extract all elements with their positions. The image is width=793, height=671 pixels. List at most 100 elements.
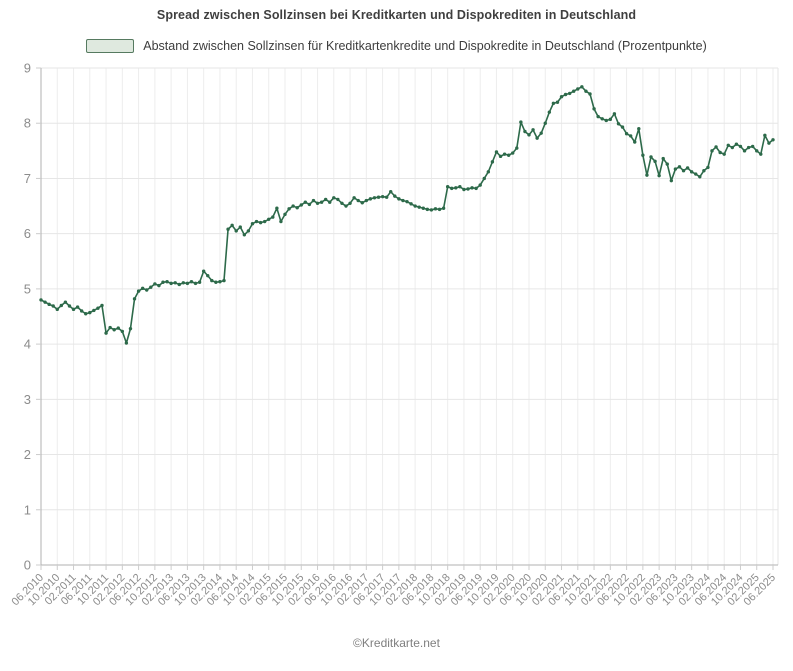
data-point [161, 280, 165, 284]
data-point [287, 207, 291, 211]
data-point [612, 112, 617, 116]
spread-line [40, 85, 774, 344]
data-point [421, 206, 425, 210]
data-point [653, 159, 657, 164]
data-point [39, 298, 43, 302]
data-point [763, 133, 767, 138]
data-point [393, 194, 397, 198]
data-point [193, 281, 198, 286]
data-point [441, 206, 446, 210]
y-axis-tick-label: 9 [24, 61, 31, 76]
data-point [104, 331, 108, 335]
data-point [474, 186, 478, 191]
data-point [685, 166, 690, 170]
data-point [222, 278, 226, 283]
data-point [608, 117, 613, 122]
data-point [397, 197, 401, 201]
data-point [79, 309, 84, 313]
data-point [271, 215, 275, 219]
data-point [657, 173, 661, 178]
data-point [681, 169, 686, 173]
data-point [482, 176, 486, 181]
data-point [238, 225, 242, 229]
data-point [246, 229, 251, 233]
data-point [519, 120, 523, 124]
data-point [409, 202, 413, 206]
data-point [120, 329, 125, 334]
data-point [258, 220, 263, 225]
data-point [328, 200, 332, 204]
data-point [425, 207, 430, 212]
data-point [665, 162, 669, 166]
data-point [51, 304, 55, 308]
data-point [498, 154, 503, 159]
data-point [226, 227, 230, 231]
data-point [299, 203, 303, 207]
y-axis-tick-label: 0 [24, 558, 31, 573]
data-point [348, 201, 352, 205]
data-point [624, 132, 629, 136]
data-point [450, 186, 454, 191]
chart-grid [41, 67, 779, 565]
y-axis-tick-label: 1 [24, 502, 31, 517]
data-point [584, 89, 588, 93]
data-point [319, 200, 324, 204]
data-point [506, 153, 511, 157]
data-point [108, 325, 112, 330]
data-point [389, 190, 393, 194]
data-point [628, 134, 633, 138]
data-point [181, 281, 186, 285]
data-point [641, 153, 645, 157]
data-point [535, 136, 539, 140]
data-point [315, 201, 320, 205]
data-point [563, 92, 568, 97]
data-point [124, 341, 129, 345]
data-point [43, 300, 47, 304]
data-point [218, 280, 222, 284]
data-point [596, 114, 600, 119]
data-point [458, 185, 462, 189]
data-point [96, 306, 100, 310]
data-point [547, 110, 552, 114]
data-point [673, 167, 678, 171]
data-point [755, 149, 759, 153]
data-point [462, 187, 466, 192]
data-point [189, 280, 194, 284]
data-point [136, 289, 141, 293]
data-point [323, 197, 328, 202]
data-point [527, 133, 531, 137]
data-point [433, 207, 438, 211]
data-point [470, 186, 474, 190]
data-point [486, 170, 491, 174]
data-point [714, 145, 718, 149]
data-point [620, 125, 625, 129]
data-point [689, 170, 694, 174]
data-point [523, 129, 527, 134]
data-point [429, 208, 434, 212]
data-point [490, 160, 495, 164]
data-point [502, 152, 507, 156]
data-point [206, 273, 210, 278]
data-point [291, 204, 295, 208]
data-point [677, 165, 682, 169]
data-point [567, 91, 572, 96]
data-point [67, 304, 72, 308]
data-point [336, 197, 340, 202]
data-point [267, 217, 271, 222]
data-point [694, 172, 698, 176]
data-point [702, 169, 706, 173]
data-point [380, 194, 385, 199]
data-point [153, 282, 157, 286]
source-credit: ©Kreditkarte.net [353, 636, 440, 650]
data-point [145, 288, 149, 292]
legend-item-spread[interactable]: Abstand zwischen Sollzinsen für Kreditka… [0, 39, 793, 53]
data-point [588, 92, 592, 96]
data-point [311, 198, 316, 203]
data-point [59, 303, 64, 308]
data-point [718, 150, 722, 155]
data-point [759, 152, 763, 156]
data-point [376, 195, 381, 199]
data-point [173, 281, 177, 285]
y-axis-tick-label: 3 [24, 392, 31, 407]
data-point [576, 87, 580, 91]
